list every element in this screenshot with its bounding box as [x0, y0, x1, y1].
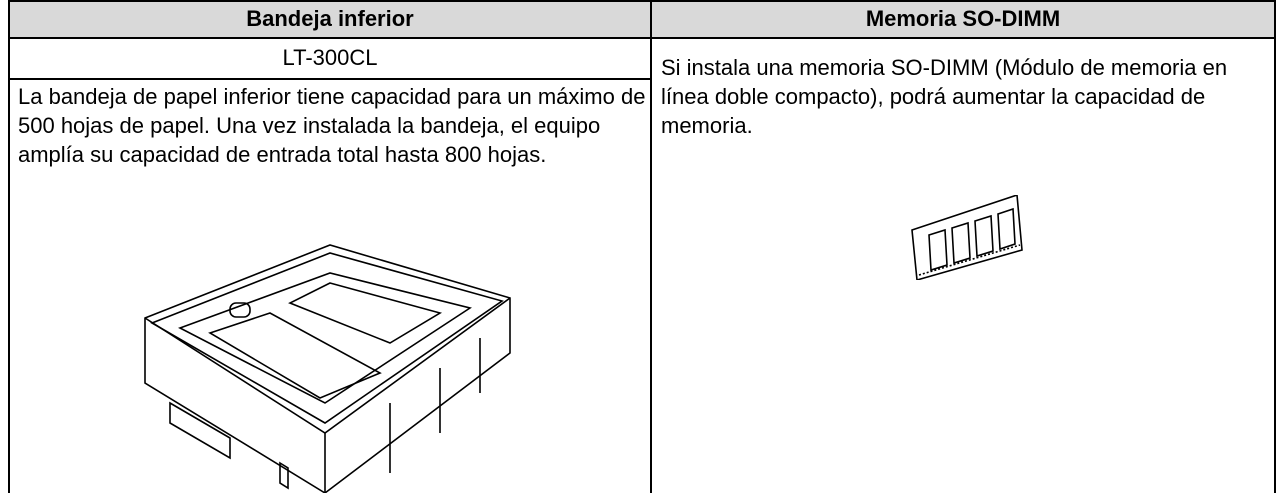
memory-illustration: [911, 195, 1023, 280]
rule: [650, 0, 652, 493]
model-cell: LT-300CL: [282, 45, 378, 70]
description: Si instala una memoria SO-DIMM (Módulo d…: [661, 55, 1228, 138]
description: La bandeja de papel inferior tiene capac…: [18, 84, 646, 167]
header-cell: Bandeja inferior: [9, 1, 651, 37]
rule: [8, 37, 1276, 39]
rule: [8, 0, 10, 493]
header-cell: Memoria SO-DIMM: [652, 1, 1274, 37]
rule: [1274, 0, 1276, 493]
rule: [8, 78, 651, 80]
tray-illustration: [144, 244, 511, 493]
rule: [8, 0, 1276, 2]
